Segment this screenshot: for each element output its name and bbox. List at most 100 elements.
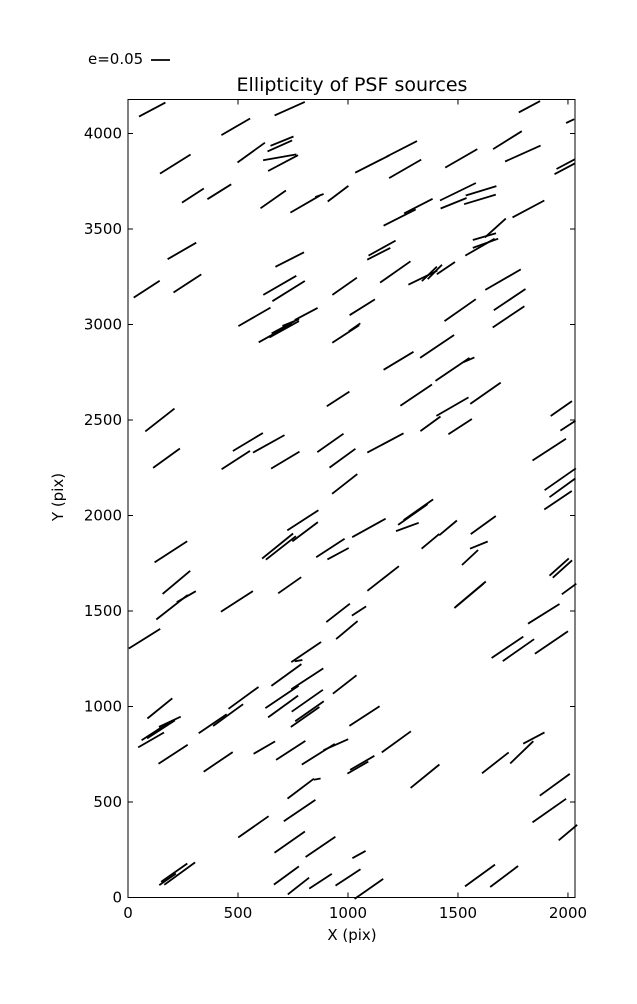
whisker-segment	[268, 320, 300, 339]
whisker-segment	[275, 740, 306, 761]
whisker-segment	[252, 434, 285, 454]
whisker-segment	[259, 189, 287, 210]
whisker-segment	[484, 268, 522, 291]
whisker-segment	[294, 700, 325, 723]
whisker-segment	[527, 603, 560, 625]
whisker-segment	[283, 799, 316, 823]
x-axis-label: X (pix)	[327, 926, 376, 944]
x-tick-label: 500	[224, 904, 253, 922]
whisker-segment	[439, 182, 477, 202]
whisker-segment	[403, 197, 434, 215]
whisker-segment	[354, 878, 384, 900]
x-tick-label: 0	[123, 904, 133, 922]
whisker-segment	[270, 663, 302, 687]
y-tick-label: 3500	[84, 220, 122, 238]
whisker-segment	[291, 521, 319, 543]
whisker-segment	[203, 751, 234, 773]
whisker-segment	[381, 730, 412, 754]
whisker-segment	[436, 261, 456, 276]
plot-title: Ellipticity of PSF sources	[237, 74, 468, 96]
whisker-segment	[198, 713, 228, 734]
whisker-segment	[335, 620, 359, 640]
whisker-segment	[383, 351, 414, 371]
whisker-segment	[331, 276, 358, 296]
whisker-segment	[274, 101, 306, 117]
whisker-segment	[349, 755, 375, 771]
whisker-segment	[484, 217, 507, 239]
whisker-segment	[351, 605, 367, 617]
whisker-segment	[274, 251, 305, 268]
whisker-segment	[158, 715, 182, 728]
x-tick-label: 1500	[439, 904, 477, 922]
whisker-segment	[159, 153, 192, 175]
whisker-segment	[237, 815, 270, 839]
whisker-segment	[287, 876, 310, 896]
y-axis-label: Y (pix)	[49, 473, 67, 522]
whisker-segment	[308, 873, 333, 890]
whisker-segment	[162, 570, 191, 595]
whisker-segment	[273, 865, 300, 886]
y-tick-label: 3000	[84, 315, 122, 333]
whisker-segment	[349, 298, 376, 316]
whisker-segment	[291, 689, 324, 713]
whisker-segment	[328, 448, 356, 469]
whisker-segment	[286, 777, 315, 800]
whisker-segment	[326, 547, 350, 561]
whisker-segment	[262, 153, 297, 162]
whisker-segment	[232, 432, 264, 452]
whisker-segment	[368, 239, 397, 257]
whisker-segment	[543, 490, 573, 511]
whisker-segment	[470, 515, 497, 535]
whisker-segment	[379, 260, 412, 284]
whisker-segment	[502, 638, 535, 662]
whisker-segment	[315, 538, 346, 558]
legend-label: e=0.05	[88, 50, 143, 68]
whisker-segment	[181, 187, 205, 204]
whisker-segment	[277, 576, 302, 595]
whisker-segment	[146, 697, 173, 720]
whisker-segment	[548, 557, 570, 577]
whisker-segment	[465, 185, 497, 197]
whisker-segment	[552, 559, 573, 579]
y-tick-label: 0	[112, 889, 122, 907]
whisker-segment	[421, 265, 438, 282]
whisker-segment	[383, 208, 417, 227]
whisker-segment	[290, 641, 322, 663]
whisker-segment	[128, 628, 161, 650]
whisker-segment	[286, 509, 319, 532]
whisker-segment	[267, 139, 293, 153]
whisker-segment	[366, 247, 391, 261]
whisker-segment	[443, 298, 477, 322]
whisker-segment	[221, 450, 251, 471]
whisker-segment	[146, 719, 176, 740]
whisker-segment	[325, 602, 351, 623]
whisker-segment	[160, 862, 188, 883]
whisker-segment	[261, 532, 294, 560]
whisker-segment	[399, 383, 433, 407]
whisker-segment	[550, 400, 573, 417]
whisker-segment	[395, 521, 420, 532]
y-tick-label: 2000	[84, 506, 122, 524]
y-tick-label: 1500	[84, 602, 122, 620]
whisker-segment	[220, 590, 254, 613]
tick-marks	[127, 99, 575, 898]
whisker-segment	[289, 194, 321, 214]
whisker-segment	[438, 519, 458, 536]
whisker-segment	[137, 731, 165, 749]
whisker-segment	[489, 865, 519, 888]
whisker-segment	[427, 264, 443, 280]
whisker-segment	[463, 356, 475, 364]
whisker-segment	[141, 721, 170, 742]
whisker-segment	[491, 635, 524, 659]
whisker-segment	[397, 503, 429, 526]
whisker-segment	[314, 193, 324, 198]
whisker-segment	[493, 288, 527, 312]
whisker-segment	[366, 565, 400, 592]
whisker-segment	[408, 269, 438, 286]
whisker-segment	[253, 740, 276, 755]
whisker-segment	[176, 590, 197, 603]
axes-frame	[127, 99, 576, 898]
x-tick-label: 1000	[329, 904, 367, 922]
